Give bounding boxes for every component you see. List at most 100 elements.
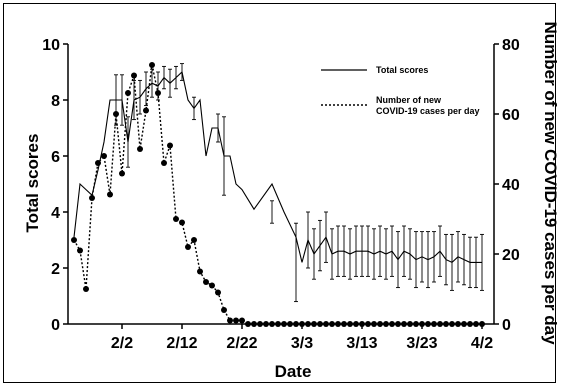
axes-group xyxy=(67,44,495,325)
series-new-cases-point xyxy=(113,111,119,117)
series-new-cases-point xyxy=(269,321,275,327)
series-new-cases-point xyxy=(443,321,449,327)
series-new-cases-point xyxy=(221,307,227,313)
series-new-cases-point xyxy=(137,146,143,152)
series-new-cases-point xyxy=(239,317,245,324)
series-new-cases-point xyxy=(77,247,83,254)
series-new-cases-point xyxy=(191,237,197,243)
series-new-cases-point xyxy=(257,321,263,327)
series-new-cases-point xyxy=(209,282,215,289)
y-tick-label: 6 xyxy=(51,149,60,166)
series-new-cases-point xyxy=(83,286,89,292)
series-new-cases-point xyxy=(347,321,353,327)
series-new-cases-point xyxy=(71,237,77,243)
series-new-cases-point xyxy=(89,195,95,201)
series-new-cases-point xyxy=(323,321,329,327)
series-new-cases-point xyxy=(305,321,311,327)
y-tick-label: 4 xyxy=(51,205,60,222)
series-new-cases-point xyxy=(449,321,455,327)
series-new-cases-point xyxy=(179,219,185,226)
series-new-cases-point xyxy=(125,90,131,96)
series-new-cases-point xyxy=(371,321,377,327)
series-new-cases-point xyxy=(185,244,191,250)
x-tick-label: 4/2 xyxy=(471,335,493,352)
series-new-cases-point xyxy=(401,321,407,327)
series-new-cases-point xyxy=(389,321,395,327)
y2-tick-label: 20 xyxy=(502,247,520,264)
x-axis-title: Date xyxy=(275,362,312,381)
series-new-cases-point xyxy=(263,321,269,327)
series-new-cases-point xyxy=(437,321,443,327)
series-new-cases-point xyxy=(143,107,149,114)
series-new-cases-point xyxy=(281,321,287,327)
series-new-cases-point xyxy=(311,321,317,327)
series-new-cases-point xyxy=(275,321,281,327)
series-new-cases xyxy=(71,62,485,327)
series-new-cases-point xyxy=(167,142,173,149)
y2-tick-label: 0 xyxy=(502,317,511,334)
series-new-cases-point xyxy=(107,191,113,198)
series-new-cases-point xyxy=(299,321,305,327)
legend-label-new-cases-line2: COVID-19 cases per day xyxy=(376,106,480,116)
series-new-cases-point xyxy=(293,321,299,327)
series-new-cases-point xyxy=(317,321,323,327)
series-new-cases-point xyxy=(155,90,161,96)
series-new-cases-point xyxy=(203,279,209,285)
series-new-cases-point xyxy=(479,321,485,327)
series-new-cases-point xyxy=(251,321,257,327)
y-axis-right-title: Number of new COVID-19 cases per day xyxy=(541,21,560,345)
series-new-cases-point xyxy=(329,321,335,327)
y2-tick-label: 40 xyxy=(502,177,520,194)
series-new-cases-point xyxy=(131,72,137,79)
series-new-cases-point xyxy=(353,321,359,327)
y-axis-right-ticks: 0 20 40 60 80 xyxy=(494,37,520,334)
series-new-cases-point xyxy=(173,216,179,222)
y-axis-left-ticks: 0 2 4 6 8 10 xyxy=(42,37,68,334)
series-new-cases-point xyxy=(149,62,155,68)
series-new-cases-point xyxy=(341,321,347,327)
series-new-cases-point xyxy=(215,289,221,296)
series-new-cases-point xyxy=(365,321,371,327)
y2-tick-label: 60 xyxy=(502,107,520,124)
y-tick-label: 10 xyxy=(42,37,60,54)
series-new-cases-point xyxy=(95,160,101,166)
series-new-cases-point xyxy=(161,160,167,166)
series-new-cases-point xyxy=(197,268,203,275)
series-new-cases-point xyxy=(227,317,233,324)
series-new-cases-point xyxy=(287,321,293,327)
x-tick-label: 2/2 xyxy=(111,335,133,352)
series-new-cases-point xyxy=(335,321,341,327)
series-new-cases-point xyxy=(101,153,107,159)
series-new-cases-point xyxy=(395,321,401,327)
series-new-cases-point xyxy=(407,321,413,327)
y-axis-left-title: Total scores xyxy=(23,134,42,233)
series-new-cases-point xyxy=(461,321,467,327)
x-tick-label: 3/13 xyxy=(346,335,377,352)
series-total-scores-line xyxy=(73,70,482,264)
series-new-cases-point xyxy=(467,321,473,327)
x-tick-label: 2/12 xyxy=(166,335,197,352)
series-total-scores xyxy=(73,70,482,264)
y-tick-label: 2 xyxy=(51,261,60,278)
y-tick-label: 0 xyxy=(51,317,60,334)
series-new-cases-point xyxy=(119,170,125,177)
y2-tick-label: 80 xyxy=(502,37,520,54)
series-new-cases-point xyxy=(245,321,251,327)
series-new-cases-point xyxy=(431,321,437,327)
legend-label-total-scores: Total scores xyxy=(376,65,428,75)
series-new-cases-point xyxy=(359,321,365,327)
x-tick-label: 3/23 xyxy=(406,335,437,352)
legend: Total scores Number of new COVID-19 case… xyxy=(321,65,480,116)
series-new-cases-point xyxy=(473,321,479,327)
chart-frame xyxy=(3,3,556,383)
series-new-cases-point xyxy=(419,321,425,327)
y-tick-label: 8 xyxy=(51,93,60,110)
x-tick-label: 3/3 xyxy=(291,335,313,352)
series-new-cases-point xyxy=(377,321,383,327)
x-tick-label: 2/22 xyxy=(226,335,257,352)
series-new-cases-point xyxy=(383,321,389,327)
x-axis-ticks: 2/2 2/12 2/22 3/3 3/13 3/23 4/2 xyxy=(111,324,493,352)
series-new-cases-point xyxy=(455,321,461,327)
series-new-cases-point xyxy=(413,321,419,327)
